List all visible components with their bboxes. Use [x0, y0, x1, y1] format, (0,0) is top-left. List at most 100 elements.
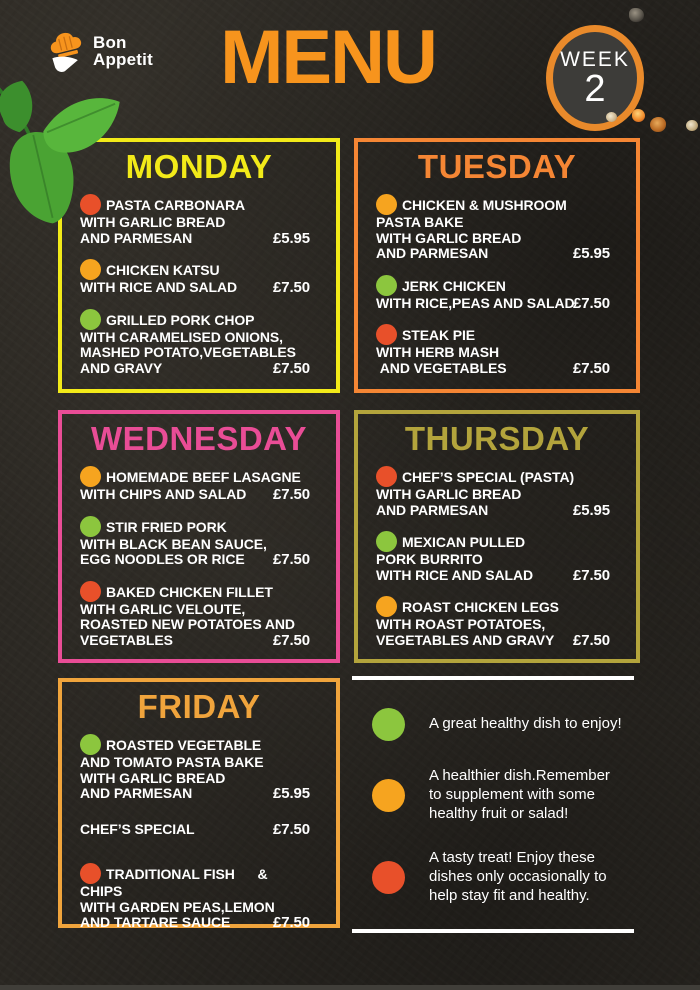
- week-badge: WEEK 2: [546, 25, 644, 131]
- brand-logo: Bon Appetit: [46, 28, 153, 74]
- dish-name: STEAK PIE WITH HERB MASH AND VEGETABLES: [376, 327, 507, 376]
- dish-name: CHICKEN KATSU WITH RICE AND SALAD: [80, 262, 238, 295]
- dish-price: £7.50: [272, 359, 310, 377]
- day-title-wednesday: WEDNESDAY: [91, 420, 307, 457]
- legend-item: A great healthy dish to enjoy!: [372, 708, 634, 741]
- dish-price: £7.50: [572, 359, 610, 377]
- menu-item: PASTA CARBONARA WITH GARLIC BREAD AND PA…: [80, 194, 310, 246]
- dish-price: £7.50: [272, 279, 310, 296]
- dish-price: £7.50: [272, 820, 310, 838]
- day-card-friday: FRIDAY ROASTED VEGETABLE AND TOMATO PAST…: [58, 678, 340, 931]
- menu-item: CHEF’S SPECIAL £7.50: [80, 820, 310, 838]
- dish-price: £5.95: [572, 245, 610, 262]
- menu-items-monday: PASTA CARBONARA WITH GARLIC BREAD AND PA…: [62, 186, 336, 376]
- dish-price: £5.95: [572, 501, 610, 519]
- dish-dot-icon: [376, 274, 397, 296]
- menu-items-thursday: CHEF’S SPECIAL (PASTA) WITH GARLIC BREAD…: [358, 458, 636, 648]
- dish-dot-icon: [376, 194, 397, 215]
- dish-price: £7.50: [572, 631, 610, 649]
- dish-dot-icon: [80, 308, 101, 330]
- brand-name: Bon Appetit: [93, 34, 153, 68]
- dish-name: TRADITIONAL FISH & CHIPS WITH GARDEN PEA…: [80, 866, 275, 930]
- menu-item: STEAK PIE WITH HERB MASH AND VEGETABLES …: [376, 324, 610, 376]
- day-card-tuesday: TUESDAY CHICKEN & MUSHROOM PASTA BAKE WI…: [354, 138, 640, 393]
- dish-dot-icon: [80, 466, 101, 487]
- dish-dot-icon: [376, 324, 397, 345]
- menu-items-friday: ROASTED VEGETABLE AND TOMATO PASTA BAKE …: [62, 726, 336, 931]
- dish-name: CHEF’S SPECIAL (PASTA) WITH GARLIC BREAD…: [376, 469, 575, 518]
- menu-item: JERK CHICKEN WITH RICE,PEAS AND SALAD £7…: [376, 274, 610, 312]
- menu-item: MEXICAN PULLED PORK BURRITO WITH RICE AN…: [376, 531, 610, 583]
- legend-dot-icon: [372, 708, 405, 741]
- dish-price: £7.50: [572, 566, 610, 584]
- dish-name: CHEF’S SPECIAL: [80, 820, 195, 837]
- menu-item: BAKED CHICKEN FILLET WITH GARLIC VELOUTE…: [80, 580, 310, 649]
- legend-text: A tasty treat! Enjoy these dishes only o…: [429, 849, 607, 904]
- dish-price: £5.95: [272, 229, 310, 247]
- menu-item: CHICKEN KATSU WITH RICE AND SALAD £7.50: [80, 259, 310, 296]
- popcorn-decoration: [686, 120, 698, 131]
- dish-price: £7.50: [572, 294, 610, 312]
- menu-item: ROASTED VEGETABLE AND TOMATO PASTA BAKE …: [80, 734, 310, 802]
- day-card-wednesday: WEDNESDAY HOMEMADE BEEF LASAGNE WITH CHI…: [58, 410, 340, 663]
- popcorn-decoration: [650, 117, 666, 132]
- dish-dot-icon: [80, 734, 101, 755]
- day-title-monday: MONDAY: [125, 148, 273, 185]
- dish-dot-icon: [376, 596, 397, 617]
- popcorn-decoration: [606, 112, 617, 122]
- dish-price: £7.50: [272, 631, 310, 649]
- legend-dot-icon: [372, 778, 405, 812]
- dish-dot-icon: [80, 863, 101, 884]
- menu-item: HOMEMADE BEEF LASAGNE WITH CHIPS AND SAL…: [80, 466, 310, 503]
- dish-name: GRILLED PORK CHOP WITH CARAMELISED ONION…: [80, 311, 296, 376]
- dish-dot-icon: [80, 259, 101, 280]
- week-number: 2: [584, 68, 606, 110]
- dish-name: MEXICAN PULLED PORK BURRITO WITH RICE AN…: [376, 534, 534, 583]
- page-title: MENU: [220, 15, 438, 100]
- bottom-edge-strip: [0, 985, 700, 990]
- popcorn-decoration: [632, 109, 645, 122]
- dish-name: JERK CHICKEN WITH RICE,PEAS AND SALAD: [376, 277, 575, 311]
- menu-item: CHEF’S SPECIAL (PASTA) WITH GARLIC BREAD…: [376, 466, 610, 518]
- menu-items-tuesday: CHICKEN & MUSHROOM PASTA BAKE WITH GARLI…: [358, 186, 636, 376]
- dish-name: PASTA CARBONARA WITH GARLIC BREAD AND PA…: [80, 197, 246, 246]
- day-card-monday: MONDAY PASTA CARBONARA WITH GARLIC BREAD…: [58, 138, 340, 393]
- day-title-friday: FRIDAY: [137, 688, 261, 725]
- day-card-thursday: THURSDAY CHEF’S SPECIAL (PASTA) WITH GAR…: [354, 410, 640, 663]
- day-title-tuesday: TUESDAY: [417, 148, 577, 185]
- menu-items-wednesday: HOMEMADE BEEF LASAGNE WITH CHIPS AND SAL…: [62, 458, 336, 648]
- legend-item: A healthier dish.Remember to supplement …: [372, 767, 634, 823]
- basil-leaves-image: [0, 80, 120, 224]
- menu-item: TRADITIONAL FISH & CHIPS WITH GARDEN PEA…: [80, 863, 310, 931]
- chef-hat-icon: [50, 32, 82, 72]
- dish-name: STIR FRIED PORK WITH BLACK BEAN SAUCE, E…: [80, 518, 267, 567]
- menu-item: STIR FRIED PORK WITH BLACK BEAN SAUCE, E…: [80, 515, 310, 568]
- menu-item: GRILLED PORK CHOP WITH CARAMELISED ONION…: [80, 308, 310, 377]
- brand-name-line1: Bon: [93, 33, 127, 52]
- legend-panel: A great healthy dish to enjoy! A healthi…: [352, 676, 634, 933]
- dish-price: £7.50: [272, 914, 310, 931]
- popcorn-decoration: [629, 8, 644, 22]
- week-label: WEEK: [560, 48, 630, 71]
- dish-name: BAKED CHICKEN FILLET WITH GARLIC VELOUTE…: [80, 583, 295, 648]
- day-title-thursday: THURSDAY: [404, 420, 590, 457]
- dish-dot-icon: [376, 531, 397, 552]
- dish-price: £7.50: [272, 551, 310, 568]
- dish-name: CHICKEN & MUSHROOM PASTA BAKE WITH GARLI…: [376, 197, 567, 261]
- dish-dot-icon: [80, 515, 101, 537]
- brand-name-line2: Appetit: [93, 50, 153, 69]
- legend-text: A healthier dish.Remember to supplement …: [429, 767, 610, 822]
- dish-dot-icon: [80, 580, 101, 602]
- legend-text: A great healthy dish to enjoy!: [429, 715, 622, 733]
- dish-dot-icon: [376, 466, 397, 487]
- dish-name: ROAST CHICKEN LEGS WITH ROAST POTATOES, …: [376, 599, 559, 648]
- legend-dot-icon: [372, 860, 405, 894]
- dish-name: ROASTED VEGETABLE AND TOMATO PASTA BAKE …: [80, 737, 264, 801]
- dish-name: HOMEMADE BEEF LASAGNE WITH CHIPS AND SAL…: [80, 469, 301, 502]
- menu-item: CHICKEN & MUSHROOM PASTA BAKE WITH GARLI…: [376, 194, 610, 262]
- menu-item: ROAST CHICKEN LEGS WITH ROAST POTATOES, …: [376, 596, 610, 648]
- dish-price: £5.95: [272, 785, 310, 802]
- dish-price: £7.50: [272, 486, 310, 503]
- legend-item: A tasty treat! Enjoy these dishes only o…: [372, 849, 634, 905]
